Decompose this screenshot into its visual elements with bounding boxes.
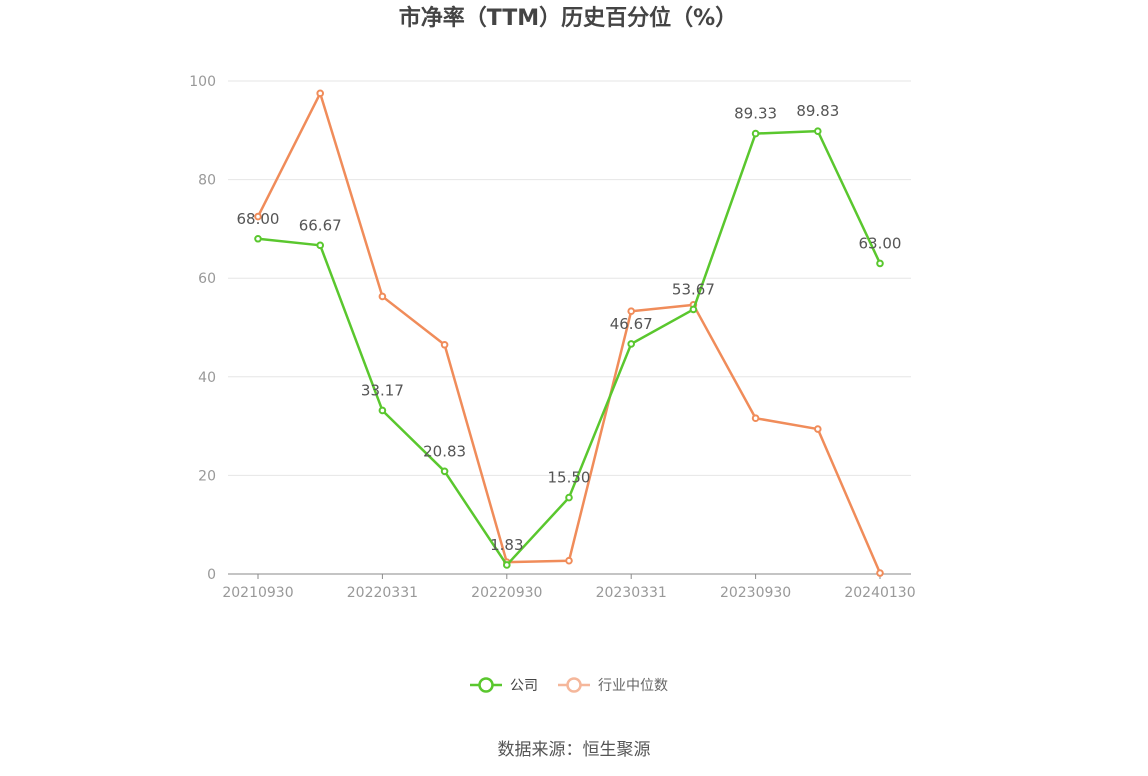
data-point (751, 414, 760, 423)
x-tick-label: 20240130 (844, 585, 915, 601)
y-tick-label: 40 (198, 370, 216, 386)
data-point (316, 89, 325, 98)
data-point (440, 340, 449, 349)
x-tick-label: 20230930 (720, 585, 791, 601)
data-point (378, 292, 387, 301)
x-tick-label: 20230331 (596, 585, 667, 601)
data-point (751, 129, 760, 138)
data-point (254, 212, 262, 221)
data-labels: 68.00 66.67 33.17 20.83 1.83 15.50 46.67 53.67 8… (237, 102, 902, 554)
x-tick-label: 20220331 (347, 585, 418, 601)
y-tick-label: 60 (198, 271, 216, 287)
data-label: 89.83 (796, 102, 839, 120)
legend-item-0: 公司 (470, 677, 538, 694)
data-point (814, 127, 822, 135)
x-tick-label: 20210930 (222, 585, 293, 601)
data-point (565, 556, 573, 565)
data-label: 89.33 (734, 105, 777, 123)
data-point (689, 305, 698, 314)
data-point (440, 467, 449, 476)
chart-title: 市净率（TTM）历史百分位（%） (399, 5, 737, 31)
y-tick-label: 80 (198, 173, 216, 189)
grid-lines (228, 80, 911, 476)
series-1 (254, 89, 884, 577)
data-label: 63.00 (859, 234, 902, 252)
data-point (378, 406, 387, 415)
y-tick-label: 100 (189, 74, 216, 90)
legend-label: 行业中位数 (598, 678, 668, 694)
series-0 (254, 127, 884, 569)
data-point (565, 493, 573, 502)
data-label: 1.83 (490, 536, 523, 554)
data-label: 33.17 (361, 381, 404, 399)
data-label: 20.83 (423, 442, 466, 460)
y-axis-ticks: 0 20 40 60 80 100 (189, 74, 216, 583)
data-label: 66.67 (299, 216, 342, 234)
data-point (876, 569, 884, 577)
data-point (627, 307, 636, 316)
data-point (503, 561, 511, 569)
data-point (627, 340, 636, 348)
legend-marker (478, 677, 494, 693)
legend: 公司 行业中位数 (470, 677, 668, 694)
data-label: 15.50 (548, 469, 591, 487)
data-label: 68.00 (237, 210, 280, 228)
data-point (814, 425, 822, 433)
y-tick-label: 0 (207, 567, 216, 583)
data-label: 46.67 (610, 315, 653, 333)
x-tick-label: 20220930 (471, 585, 542, 601)
series-layer (254, 89, 884, 577)
data-label: 53.67 (672, 280, 715, 298)
data-source: 数据来源：恒生聚源 (498, 740, 651, 760)
x-axis-ticks: 20210930 20220331 20220930 20230331 20230930… (222, 574, 916, 601)
legend-item-1: 行业中位数 (558, 677, 668, 694)
data-point (316, 241, 325, 250)
legend-label: 公司 (510, 678, 538, 694)
legend-marker (566, 677, 582, 693)
data-point (254, 234, 262, 243)
y-tick-label: 20 (198, 468, 216, 484)
data-point (876, 259, 884, 268)
